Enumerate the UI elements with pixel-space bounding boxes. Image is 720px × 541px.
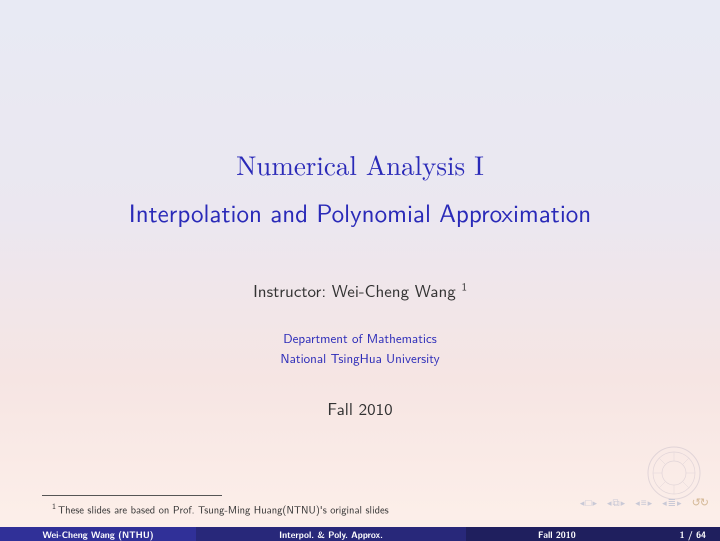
footnote-rule	[42, 495, 222, 496]
slide: Numerical Analysis I Interpolation and P…	[0, 0, 720, 541]
frame-fwd-icon: ▸	[592, 496, 597, 509]
footnote-mark: 1	[52, 501, 56, 512]
sub-back-icon: ◂	[635, 496, 640, 509]
title-line1: Numerical Analysis I	[0, 145, 720, 183]
frame-icon: □	[585, 495, 591, 510]
nav-frame[interactable]: ◂□▸	[580, 495, 597, 510]
nav-undo-redo[interactable]: ↺↻	[692, 494, 708, 510]
nav-section[interactable]: ◂⧉▸	[607, 495, 625, 510]
title-line2: Interpolation and Polynomial Approximati…	[0, 193, 720, 230]
date: Fall 2010	[0, 396, 720, 421]
seal-icon	[646, 445, 702, 501]
sub-icon: ≡	[641, 495, 647, 510]
footline-title: Interpol. & Poly. Approx.	[196, 527, 466, 541]
footline-author: Wei-Cheng Wang (NTHU)	[0, 527, 196, 541]
nav-slide[interactable]: ◂≣▸	[662, 495, 681, 510]
slide-fwd-icon: ▸	[677, 496, 682, 509]
footnote-text: 1These slides are based on Prof. Tsung-M…	[52, 501, 389, 518]
logo-seal	[646, 445, 702, 501]
instructor-line: Instructor: Wei-Cheng Wang 1	[0, 278, 720, 303]
affiliation: Department of Mathematics National Tsing…	[0, 329, 720, 368]
section-fwd-icon: ▸	[621, 496, 626, 509]
affiliation-line2: National TsingHua University	[0, 349, 720, 369]
footnote-mark-inline: 1	[461, 278, 467, 294]
section-icon: ⧉	[613, 495, 620, 510]
footnote-body: These slides are based on Prof. Tsung-Mi…	[58, 503, 389, 518]
instructor-label: Instructor: Wei-Cheng Wang	[253, 278, 461, 303]
beamer-nav: ◂□▸ ◂⧉▸ ◂≡▸ ◂≣▸ ↺↻	[580, 494, 708, 510]
slide-back-icon: ◂	[662, 496, 667, 509]
slide-content: Numerical Analysis I Interpolation and P…	[0, 145, 720, 421]
nav-subsection[interactable]: ◂≡▸	[635, 495, 652, 510]
slide-icon: ≣	[668, 495, 676, 510]
footline-date: Fall 2010	[538, 528, 576, 541]
footline: Wei-Cheng Wang (NTHU) Interpol. & Poly. …	[0, 527, 720, 541]
footnote-area: 1These slides are based on Prof. Tsung-M…	[0, 495, 720, 527]
footline-date-page: Fall 2010 1 / 64	[466, 527, 720, 541]
footline-page: 1 / 64	[680, 528, 706, 541]
sub-fwd-icon: ▸	[648, 496, 653, 509]
section-back-icon: ◂	[607, 496, 612, 509]
affiliation-line1: Department of Mathematics	[0, 329, 720, 349]
frame-back-icon: ◂	[580, 496, 585, 509]
